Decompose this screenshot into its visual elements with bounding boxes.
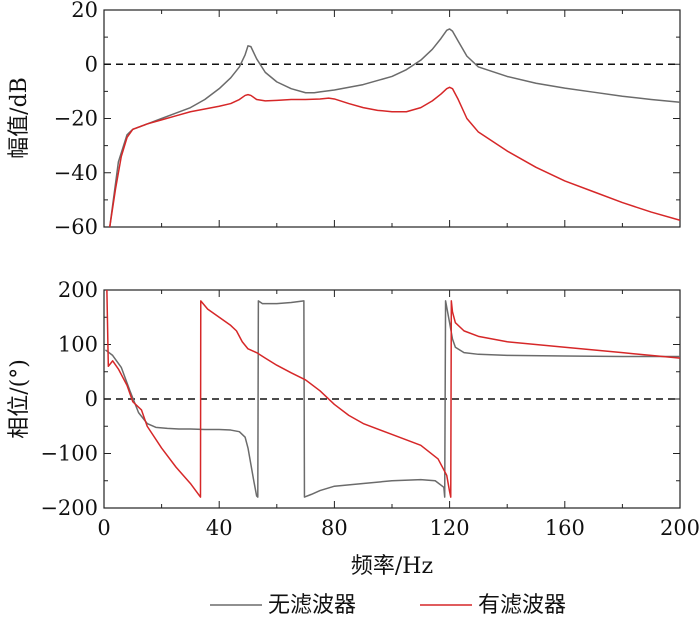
x-tick-label: 40 (206, 516, 233, 540)
phase-y-tick-label: 200 (58, 278, 98, 302)
phase-plot: 0 40 80 120 160 200 −200 −100 0 100 200 相位/(°) 频率/… (7, 278, 700, 579)
phase-y-tick-label: 100 (58, 333, 98, 357)
magnitude-plot-frame (103, 9, 681, 228)
x-tick-label: 0 (97, 516, 110, 540)
magnitude-y-axis-label: 幅值/dB (7, 77, 32, 159)
phase-y-tick-label: 0 (85, 387, 98, 411)
magnitude-y-tick-label: 20 (71, 0, 98, 22)
x-axis-label: 频率/Hz (351, 554, 433, 579)
magnitude-y-tick-label: −20 (54, 107, 98, 131)
phase-series-with-filter-line (106, 289, 681, 498)
x-tick-label: 80 (321, 516, 348, 540)
magnitude-plot: −60 −40 −20 0 20 幅值/dB (7, 0, 681, 239)
magnitude-y-tick-label: 0 (85, 52, 98, 76)
legend-label-with-filter: 有滤波器 (478, 593, 566, 618)
phase-y-tick-label: −200 (40, 496, 98, 520)
x-tick-label: 200 (660, 516, 700, 540)
legend: 无滤波器 有滤波器 (210, 593, 566, 618)
magnitude-series-with-filter-line (109, 86, 681, 228)
legend-label-no-filter: 无滤波器 (268, 593, 356, 618)
phase-y-axis-label: 相位/(°) (7, 359, 32, 439)
magnitude-y-tick-label: −60 (54, 215, 98, 239)
x-tick-label: 160 (545, 516, 585, 540)
magnitude-series-no-filter-line (109, 28, 681, 228)
phase-y-tick-label: −100 (40, 442, 98, 466)
x-tick-label: 120 (430, 516, 470, 540)
magnitude-y-tick-label: −40 (54, 161, 98, 185)
